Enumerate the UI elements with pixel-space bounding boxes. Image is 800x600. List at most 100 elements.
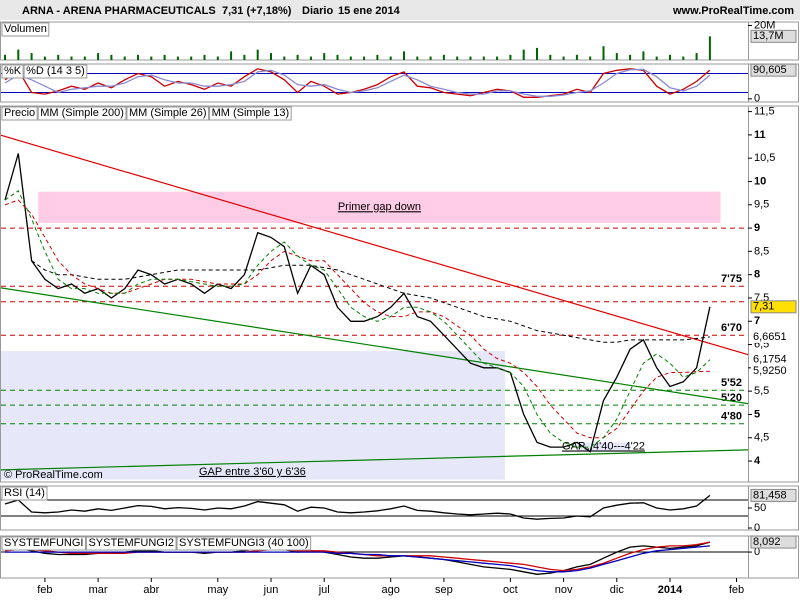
value-marker-label: 6,1754 xyxy=(753,354,787,366)
volume-bar xyxy=(496,56,499,60)
volume-bar xyxy=(456,56,459,60)
x-tick-label: jun xyxy=(263,584,279,596)
plot-area xyxy=(1,494,748,520)
panel-frame xyxy=(0,485,749,531)
zone-label: GAP...4'40---4'22 xyxy=(562,440,645,452)
legend-box xyxy=(1,64,24,79)
y-tick-label: 4,5 xyxy=(754,432,769,444)
x-tick-label: feb xyxy=(729,584,744,596)
x-tick-label: dic xyxy=(610,584,625,596)
series-line xyxy=(4,153,711,453)
volume-bar xyxy=(536,47,538,60)
y-tick-label: 11,5 xyxy=(754,105,775,117)
volume-bar xyxy=(442,54,445,60)
volume-bar xyxy=(17,49,20,60)
gap-zone xyxy=(38,191,721,223)
volume-bar xyxy=(296,54,299,60)
volume-bar xyxy=(389,56,392,60)
legend-box xyxy=(209,106,292,121)
legend-box xyxy=(85,536,177,551)
volume-bar xyxy=(589,56,592,60)
level-label: 7'75 xyxy=(721,273,742,285)
legend-box xyxy=(1,486,48,501)
trend-line xyxy=(1,287,748,405)
value-marker xyxy=(750,488,797,502)
plot-area xyxy=(1,68,748,98)
y-tick-label: 8,5 xyxy=(754,245,769,257)
x-tick-label: may xyxy=(207,584,228,596)
level-label: 6'70 xyxy=(721,322,742,334)
volume-bar xyxy=(4,54,6,60)
y-tick-label: 20M xyxy=(754,19,775,31)
volume-bar xyxy=(376,54,379,60)
value-marker-label: 6,6651 xyxy=(753,331,787,343)
x-tick-label: abr xyxy=(143,584,159,596)
volume-bar xyxy=(123,56,126,60)
volume-bar xyxy=(708,36,711,60)
value-marker-label: 13,7M xyxy=(753,30,784,42)
value-marker xyxy=(750,535,797,549)
legend-box xyxy=(126,106,210,121)
x-tick-label: jul xyxy=(318,584,330,596)
volume-bar xyxy=(30,53,33,60)
y-tick-label: 9,5 xyxy=(754,199,769,211)
series-line xyxy=(4,199,710,439)
y-tick-label: 0 xyxy=(754,522,760,534)
volume-bar xyxy=(615,53,618,60)
volume-bar xyxy=(243,54,246,60)
value-marker xyxy=(751,365,796,378)
legend-box xyxy=(23,64,88,79)
copyright: © ProRealTime.com xyxy=(4,469,103,481)
y-tick-label: 50 xyxy=(754,502,766,514)
volume-bar xyxy=(695,53,698,60)
series-line xyxy=(4,494,711,520)
volume-bar xyxy=(176,56,179,60)
volume-bar xyxy=(522,49,525,60)
x-tick-label: 2014 xyxy=(658,584,683,596)
value-marker-label: 81,458 xyxy=(753,489,787,501)
volume-bar xyxy=(416,56,419,60)
value-marker xyxy=(751,330,796,343)
y-tick-label: 5 xyxy=(754,408,760,420)
volume-bar xyxy=(403,51,405,60)
value-marker-label: 90,605 xyxy=(753,64,787,76)
x-tick-label: ago xyxy=(382,584,400,596)
volume-bar xyxy=(230,51,233,60)
value-marker xyxy=(750,29,797,43)
header-period: Diario xyxy=(302,5,333,17)
volume-bar xyxy=(336,54,339,60)
trend-line xyxy=(1,449,748,471)
trend-line xyxy=(1,134,748,356)
volume-bar xyxy=(203,54,206,60)
legend-entry: SYSTEMFUNGI3 (40 100) xyxy=(179,537,309,549)
level-label: 5'20 xyxy=(721,392,742,404)
volume-bar xyxy=(655,56,658,60)
value-marker-label: 5,9250 xyxy=(753,365,787,377)
x-tick-label: feb xyxy=(37,584,52,596)
gap-zone xyxy=(1,351,506,480)
y-tick-label: 0 xyxy=(754,93,760,105)
y-tick-label: 7 xyxy=(754,315,760,327)
volume-bar xyxy=(163,54,166,60)
volume-bar xyxy=(482,56,485,60)
y-tick-label: 0 xyxy=(754,546,760,558)
legend-entry: MM (Simple 26) xyxy=(129,107,207,119)
header-date: 15 ene 2014 xyxy=(338,5,401,17)
header-price: 7,31 (+7,18%) xyxy=(222,5,292,17)
plot-area: Primer gap down GAP entre 3'60 y 6'36 GAP.… xyxy=(1,134,748,480)
volume-bar xyxy=(57,54,60,60)
series-line xyxy=(5,545,710,573)
volume-bar xyxy=(429,56,432,60)
y-tick-label: 8 xyxy=(754,269,760,281)
legend-entry: SYSTEMFUNGI2 xyxy=(88,537,174,549)
volume-bar xyxy=(629,54,632,60)
y-tick-label: 4 xyxy=(754,455,761,467)
legend-entry: SYSTEMFUNGI xyxy=(4,537,83,549)
volume-bar xyxy=(509,54,512,60)
series-line xyxy=(31,260,710,343)
volume-bar xyxy=(349,56,352,60)
header-symbol: ARNA - ARENA PHARMACEUTICALS xyxy=(22,5,216,17)
plot-area xyxy=(1,541,748,575)
legend-box xyxy=(176,536,312,551)
